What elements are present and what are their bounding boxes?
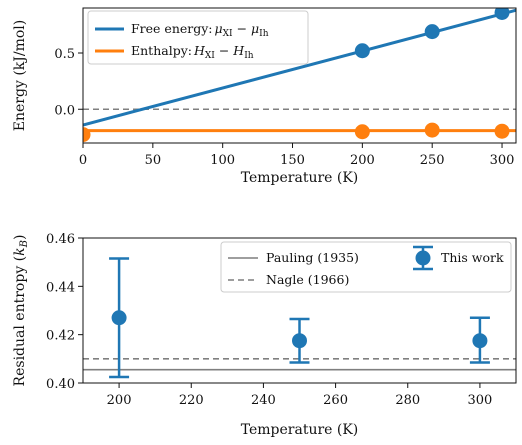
x-axis-label: Temperature (K) [241, 422, 359, 438]
y-tick-label: 0.42 [46, 329, 75, 344]
plot-area [83, 8, 516, 143]
x-tick-label: 50 [145, 153, 162, 168]
x-tick-label: 280 [395, 393, 420, 408]
x-tick-label: 100 [210, 153, 235, 168]
x-axis-label: Temperature (K) [241, 170, 359, 186]
enthalpy-legend-label: Enthalpy: [131, 43, 192, 58]
pauling-legend-label: Pauling (1935) [266, 250, 359, 265]
x-tick-label: 220 [179, 393, 204, 408]
legend: Free energy: μXI − μIh Enthalpy: HXI − HI… [87, 10, 309, 65]
legend-box [220, 241, 512, 293]
y-tick-label: 0.5 [54, 47, 75, 62]
legend: Pauling (1935) Nagle (1966) This work [220, 241, 512, 293]
legend-box [87, 10, 309, 65]
y-tick-label: 0.0 [54, 103, 75, 118]
enthalpy-point-0 [83, 127, 91, 143]
y-axis-label: Energy (kJ/mol) [12, 20, 28, 131]
entropy-panel: 200 220 240 260 280 300 0.40 0.42 0.44 0.46 Temper… [12, 232, 517, 438]
x-tick-label: 260 [323, 393, 348, 408]
this-work-legend-marker [415, 250, 431, 266]
x-tick-label: 300 [490, 153, 515, 168]
free-energy-point-0 [354, 43, 370, 59]
y-tick-label: 0.40 [46, 377, 75, 392]
x-tick-label: 200 [350, 153, 375, 168]
plot-frame [82, 237, 517, 384]
x-tick-label: 200 [107, 393, 132, 408]
free-energy-point-1 [424, 24, 440, 40]
x-tick-label: 250 [420, 153, 445, 168]
free-energy-fit-line [83, 8, 516, 127]
x-tick-label: 240 [251, 393, 276, 408]
y-tick-label: 0.44 [46, 280, 75, 295]
y-tick-label: 0.46 [46, 232, 75, 247]
energy-panel: 0 50 100 150 200 250 300 0.0 0.5 Temperature (K) E… [12, 7, 517, 186]
x-tick-label: 300 [468, 393, 493, 408]
enthalpy-legend-math: HXI − HIh [193, 43, 254, 61]
enthalpy-point-2 [424, 122, 440, 138]
free-energy-legend-math: μXI − μIh [215, 21, 269, 39]
y-axis-label: Residual entropy (kB) [12, 235, 30, 387]
nagle-legend-label: Nagle (1966) [266, 272, 349, 287]
entropy-point-1 [292, 333, 307, 349]
entropy-point-0 [111, 310, 127, 326]
enthalpy-point-1 [354, 124, 370, 140]
x-tick-label: 150 [280, 153, 305, 168]
entropy-point-2 [472, 333, 488, 349]
enthalpy-point-3 [494, 123, 510, 139]
free-energy-point-2 [494, 8, 510, 20]
plot-area [83, 257, 516, 379]
x-tick-label: 0 [79, 153, 87, 168]
plot-frame [82, 7, 517, 144]
this-work-legend-label: This work [441, 250, 504, 265]
free-energy-legend-label: Free energy: [131, 21, 213, 36]
